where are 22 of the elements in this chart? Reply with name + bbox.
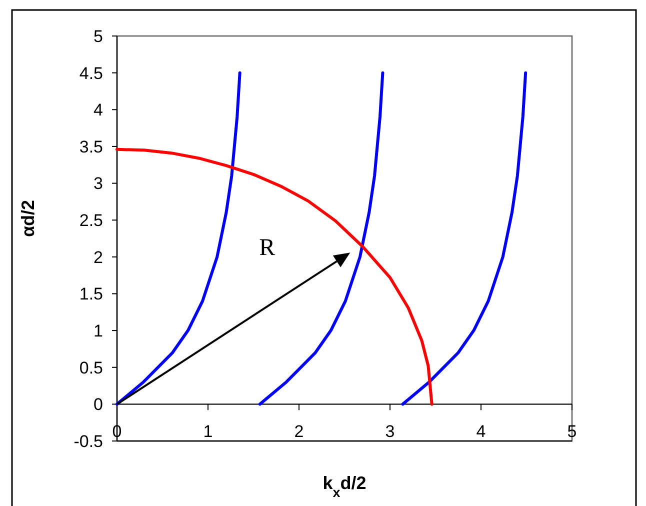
line-series [258,71,384,406]
y-tick-label: 1 [94,321,103,340]
annotation: R [259,235,276,261]
x-tick-label: 4 [476,422,486,441]
y-tick-label: 1.5 [79,284,103,304]
x-axis-title: k$_{x}$d/2 [322,473,366,500]
x-tick-label: 2 [294,422,304,441]
y-tick-label: 3.5 [79,137,103,156]
y-tick-label: -0.5 [74,432,103,451]
line-series [116,71,242,406]
y-axis-title: αd/2 [18,200,38,238]
y-tick-label: 0.5 [79,358,103,378]
line-series [401,71,528,406]
y-tick-label: 2.5 [79,211,103,230]
y-tick-label: 4 [94,100,103,120]
x-tick-label: 3 [385,422,395,441]
y-tick-label: 3 [94,174,103,194]
y-tick-label: 4.5 [79,64,103,83]
x-tick-label: 1 [203,422,213,441]
y-tick-label: 2 [94,248,103,267]
y-tick-label: 5 [94,26,103,46]
y-tick-label: 0 [94,395,103,414]
